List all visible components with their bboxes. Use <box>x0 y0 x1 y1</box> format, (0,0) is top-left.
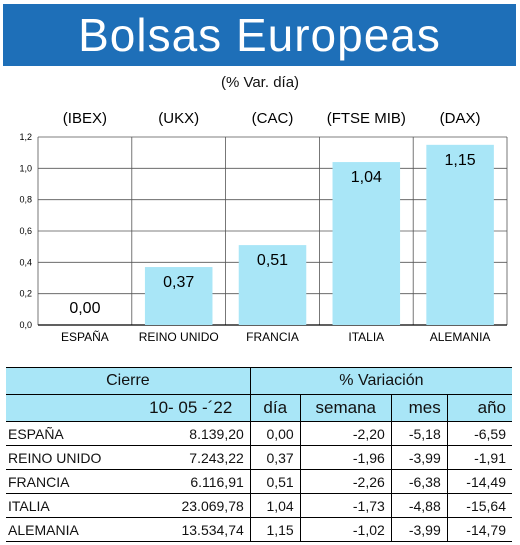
header-mes: mes <box>390 394 448 422</box>
cell-mes: -3,99 <box>390 445 448 470</box>
y-tick-label: 0,4 <box>19 257 32 267</box>
y-axis-ticks: 0,0 0,2 0,4 0,6 0,8 1,0 1,2 <box>19 132 32 330</box>
header-cierre: Cierre <box>6 367 251 395</box>
index-label: (UKX) <box>158 110 199 127</box>
cell-mes: -3,99 <box>390 517 448 542</box>
table-body: ESPAÑA 8.139,20 0,00 -2,20 -5,18 -6,59 REINO U… <box>6 421 512 542</box>
cell-name: ITALIA <box>6 493 132 518</box>
category-label: ESPAÑA <box>61 330 109 344</box>
page-title: Bolsas Europeas <box>78 9 441 61</box>
cell-mes: -5,18 <box>390 421 448 446</box>
y-tick-label: 0,8 <box>19 195 32 205</box>
cell-semana: -1,96 <box>299 445 392 470</box>
cell-dia: 0,51 <box>249 469 301 494</box>
cell-semana: -1,73 <box>299 493 392 518</box>
bar <box>238 245 307 325</box>
value-labels: 0,00 0,37 0,51 1,04 1,15 <box>69 152 475 317</box>
category-label: FRANCIA <box>246 330 299 344</box>
y-tick-label: 0,0 <box>19 320 32 330</box>
index-label: (CAC) <box>252 110 294 127</box>
cell-cierre: 13.534,74 <box>131 517 251 542</box>
bar-value-label: 1,15 <box>445 152 476 169</box>
cell-dia: 1,15 <box>249 517 301 542</box>
cell-semana: -2,20 <box>299 421 392 446</box>
table-header-top: Cierre % Variación <box>6 367 512 395</box>
category-labels: ESPAÑA REINO UNIDO FRANCIA ITALIA ALEMANIA <box>61 330 490 344</box>
index-labels: (IBEX) (UKX) (CAC) (FTSE MIB) (DAX) <box>63 110 481 127</box>
chart-subtitle: (% Var. día) <box>220 74 300 91</box>
header-date: 10- 05 -´22 <box>131 394 251 422</box>
cell-ano: -15,64 <box>446 493 512 518</box>
header-dia: día <box>249 394 301 422</box>
bar-value-label: 0,37 <box>163 274 194 291</box>
index-label: (FTSE MIB) <box>327 110 406 127</box>
title-banner: Bolsas Europeas <box>3 4 516 66</box>
cell-mes: -4,88 <box>390 493 448 518</box>
y-tick-label: 0,6 <box>19 226 32 236</box>
cell-name: REINO UNIDO <box>6 445 132 470</box>
cell-ano: -6,59 <box>446 421 512 446</box>
cell-cierre: 23.069,78 <box>131 493 251 518</box>
cell-ano: -14,49 <box>446 469 512 494</box>
header-variacion: % Variación <box>249 367 512 395</box>
bar-value-label: 1,04 <box>351 169 382 186</box>
cell-name: FRANCIA <box>6 469 132 494</box>
cell-cierre: 8.139,20 <box>131 421 251 446</box>
index-label: (DAX) <box>440 110 481 127</box>
cell-semana: -2,26 <box>299 469 392 494</box>
category-label: REINO UNIDO <box>139 330 219 344</box>
table-row: ESPAÑA 8.139,20 0,00 -2,20 -5,18 -6,59 <box>6 421 512 446</box>
cell-name: ESPAÑA <box>6 421 132 446</box>
table-row: REINO UNIDO 7.243,22 0,37 -1,96 -3,99 -1,91 <box>6 445 512 470</box>
bar-chart: 0,0 0,2 0,4 0,6 0,8 1,0 1,2 (IBEX) (UKX) (CAC) (F… <box>19 110 508 344</box>
bar-value-label: 0,51 <box>257 252 288 269</box>
bar-value-label: 0,00 <box>69 300 100 317</box>
category-label: ALEMANIA <box>430 330 491 344</box>
cell-dia: 0,37 <box>249 445 301 470</box>
category-label: ITALIA <box>348 330 384 344</box>
table-row: ITALIA 23.069,78 1,04 -1,73 -4,88 -15,64 <box>6 493 512 518</box>
cell-name: ALEMANIA <box>6 517 132 542</box>
bar <box>144 267 213 325</box>
cell-semana: -1,02 <box>299 517 392 542</box>
bars <box>144 144 494 325</box>
table-row: ALEMANIA 13.534,74 1,15 -1,02 -3,99 -14,79 <box>6 517 512 542</box>
cell-ano: -1,91 <box>446 445 512 470</box>
y-tick-label: 1,0 <box>19 163 32 173</box>
index-label: (IBEX) <box>63 110 107 127</box>
cell-dia: 0,00 <box>249 421 301 446</box>
cell-mes: -6,38 <box>390 469 448 494</box>
cell-cierre: 6.116,91 <box>131 469 251 494</box>
header-semana: semana <box>299 394 392 422</box>
cell-ano: -14,79 <box>446 517 512 542</box>
cell-cierre: 7.243,22 <box>131 445 251 470</box>
table-header-bottom: 10- 05 -´22 día semana mes año <box>6 394 512 422</box>
table-row: FRANCIA 6.116,91 0,51 -2,26 -6,38 -14,49 <box>6 469 512 494</box>
bar <box>426 144 494 325</box>
y-tick-label: 0,2 <box>19 289 32 299</box>
cell-dia: 1,04 <box>249 493 301 518</box>
bar <box>332 162 401 325</box>
header-ano: año <box>446 394 512 422</box>
y-tick-label: 1,2 <box>19 132 32 142</box>
market-table: Cierre % Variación 10- 05 -´22 día seman… <box>6 367 512 542</box>
